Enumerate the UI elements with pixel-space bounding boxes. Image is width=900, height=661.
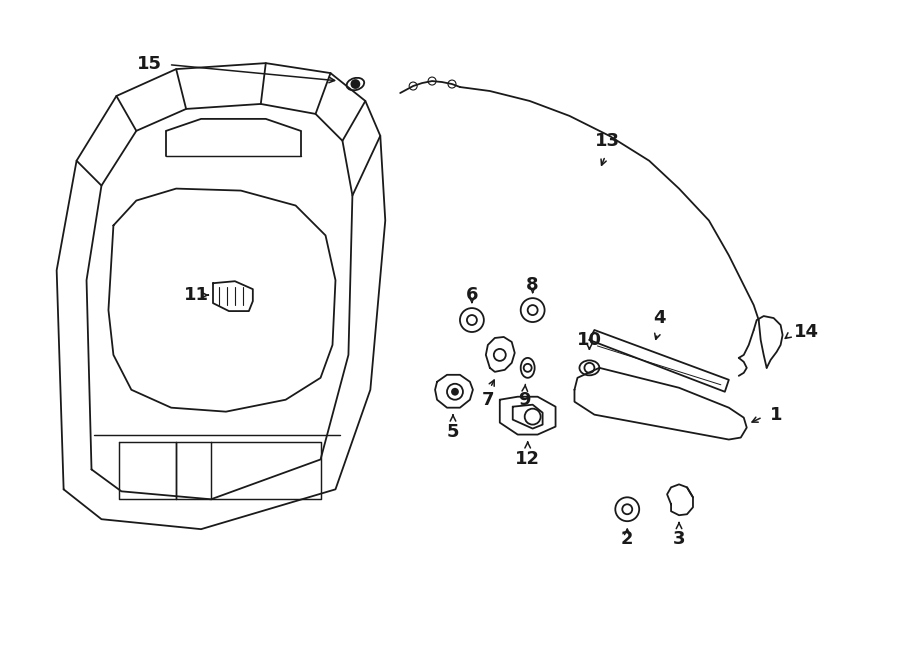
Text: 12: 12: [515, 450, 540, 469]
Text: 1: 1: [770, 406, 783, 424]
Text: 10: 10: [577, 331, 602, 349]
Text: 5: 5: [446, 422, 459, 441]
Text: 14: 14: [794, 323, 819, 341]
Circle shape: [351, 80, 359, 88]
Text: 2: 2: [621, 530, 634, 548]
Text: 8: 8: [526, 276, 539, 294]
Text: 15: 15: [137, 55, 162, 73]
Text: 3: 3: [673, 530, 685, 548]
Text: 4: 4: [652, 309, 665, 327]
Circle shape: [452, 389, 458, 395]
Text: 11: 11: [184, 286, 209, 304]
Text: 13: 13: [595, 132, 620, 150]
Text: 7: 7: [482, 391, 494, 408]
Text: 9: 9: [518, 391, 531, 408]
Text: 6: 6: [465, 286, 478, 304]
